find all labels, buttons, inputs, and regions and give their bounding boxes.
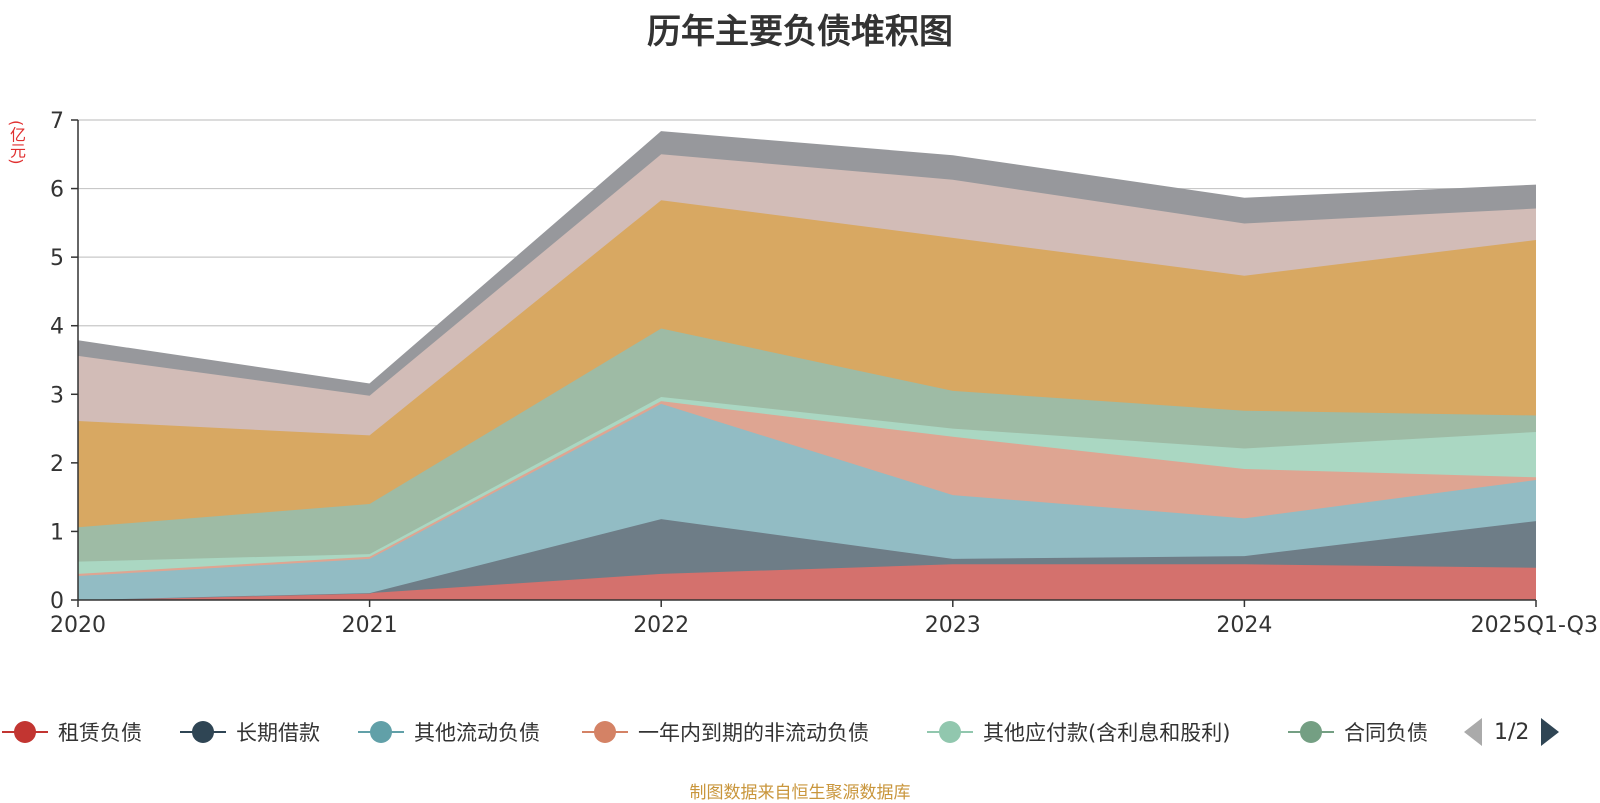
y-tick-label: 5	[50, 246, 64, 271]
legend-label: 合同负债	[1344, 721, 1428, 745]
legend-label: 其他流动负债	[414, 721, 540, 745]
x-tick-label: 2023	[925, 613, 981, 638]
area-series-8	[78, 154, 1536, 436]
x-tick-label: 2020	[50, 613, 106, 638]
y-tick-label: 2	[50, 452, 64, 477]
chart-title: 历年主要负债堆积图	[647, 12, 953, 52]
legend-label: 其他应付款(含利息和股利)	[983, 721, 1231, 745]
legend-prev-page-icon[interactable]	[1462, 716, 1484, 748]
legend-marker-icon	[582, 721, 628, 743]
y-tick-label: 1	[50, 520, 64, 545]
y-tick-label: 7	[50, 109, 64, 134]
area-series-3	[78, 403, 1536, 600]
area-series-6	[78, 328, 1536, 562]
stacked-areas	[77, 131, 1537, 601]
legend-item[interactable]: 租赁负债	[0, 712, 142, 752]
area-series-9	[78, 131, 1536, 396]
legend-label: 一年内到期的非流动负债	[638, 721, 869, 745]
legend-pager: 1/2	[1462, 712, 1600, 752]
series-line-9	[77, 131, 1537, 385]
area-series-7	[78, 200, 1536, 528]
legend-item[interactable]: 合同负债	[1286, 712, 1428, 752]
legend-marker-icon	[927, 721, 973, 743]
legend: 租赁负债 长期借款 其他流动负债 一年内到期的非流动负债 其他应付款(含利息和股利) 合同…	[0, 712, 1600, 752]
legend-item[interactable]: 其他应付款(含利息和股利)	[925, 712, 1230, 752]
data-source-note: 制图数据来自恒生聚源数据库	[689, 783, 911, 803]
legend-marker-icon	[2, 721, 48, 743]
legend-next-page-icon[interactable]	[1539, 716, 1561, 748]
y-tick-label: 3	[50, 383, 64, 408]
axes: 0 1 2 3 4 5 6 7 2020 2021 2022 2023 2024 2025Q1-Q3	[50, 109, 1598, 638]
series-line-4	[77, 400, 1537, 575]
x-tick-label: 2021	[342, 613, 398, 638]
legend-label: 长期借款	[236, 721, 320, 745]
x-tick-label: 2025Q1-Q3	[1471, 613, 1598, 638]
legend-label: 租赁负债	[58, 721, 142, 745]
x-tick-label: 2022	[633, 613, 689, 638]
y-axis-unit-label: (亿元)	[7, 120, 26, 165]
legend-marker-icon	[180, 721, 226, 743]
area-series-2	[78, 519, 1536, 600]
legend-item[interactable]: 一年内到期的非流动负债	[580, 712, 869, 752]
x-tick-label: 2024	[1216, 613, 1272, 638]
legend-marker-icon	[358, 721, 404, 743]
area-series-4	[78, 401, 1536, 576]
area-series-1	[78, 564, 1536, 600]
y-tick-label: 4	[50, 315, 64, 340]
y-tick-label: 6	[50, 178, 64, 203]
legend-item[interactable]: 其他流动负债	[356, 712, 540, 752]
legend-marker-icon	[1288, 721, 1334, 743]
legend-item[interactable]: 长期借款	[178, 712, 320, 752]
y-tick-label: 0	[50, 589, 64, 614]
legend-page-indicator: 1/2	[1494, 719, 1530, 745]
